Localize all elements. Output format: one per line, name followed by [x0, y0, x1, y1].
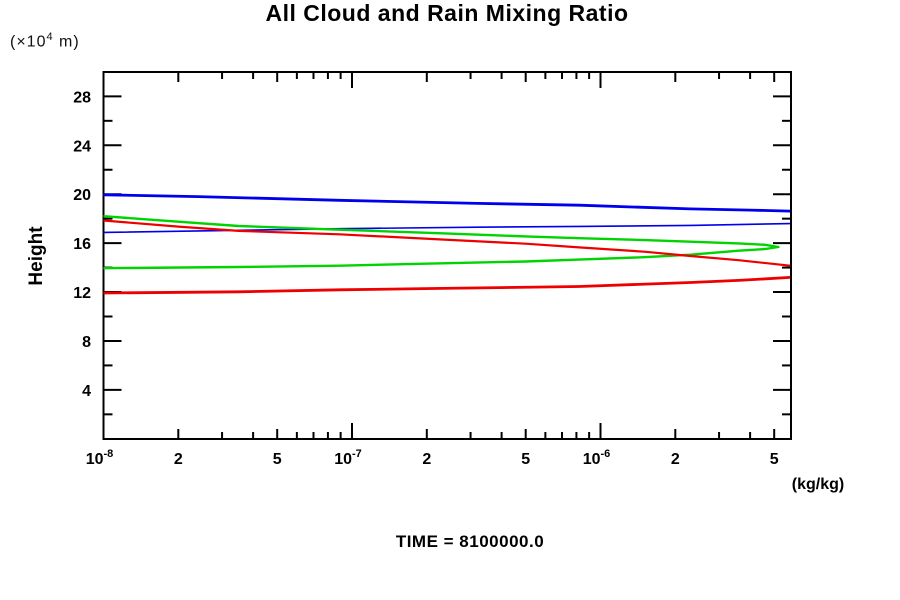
green-profile-line — [103, 215, 780, 270]
y-tick-label: 20 — [73, 187, 91, 204]
x-tick-label: 2 — [174, 451, 183, 468]
x-tick-label: 10-7 — [334, 448, 362, 468]
y-tick-label: 8 — [82, 334, 91, 351]
x-tick-label: 5 — [521, 451, 530, 468]
y-tick-label: 16 — [73, 236, 91, 253]
chart-title: All Cloud and Rain Mixing Ratio — [265, 0, 629, 26]
x-tick-label: 5 — [770, 451, 779, 468]
y-tick-label: 24 — [73, 138, 91, 155]
time-annotation: TIME = 8100000.0 — [395, 532, 545, 551]
red-profile-line — [103, 276, 791, 295]
y-tick-label: 12 — [73, 285, 91, 302]
y-tick-label: 4 — [82, 383, 91, 400]
x-tick-label: 10-6 — [583, 448, 611, 468]
x-tick-label: 2 — [671, 451, 680, 468]
x-tick-label: 10-8 — [86, 448, 114, 468]
y-axis-unit-exponent: 4 — [46, 31, 54, 43]
blue-profile-line — [103, 193, 791, 213]
y-tick-label: 28 — [73, 89, 91, 106]
x-tick-label: 5 — [273, 451, 282, 468]
red-profile-line — [103, 219, 791, 267]
y-axis-unit-prefix: (×10 — [10, 33, 47, 51]
x-axis-unit-label: (kg/kg) — [791, 476, 845, 493]
y-axis-unit-label: (×104 m) — [10, 31, 80, 51]
x-tick-label: 2 — [422, 451, 431, 468]
y-axis-unit-suffix: m) — [53, 33, 80, 51]
